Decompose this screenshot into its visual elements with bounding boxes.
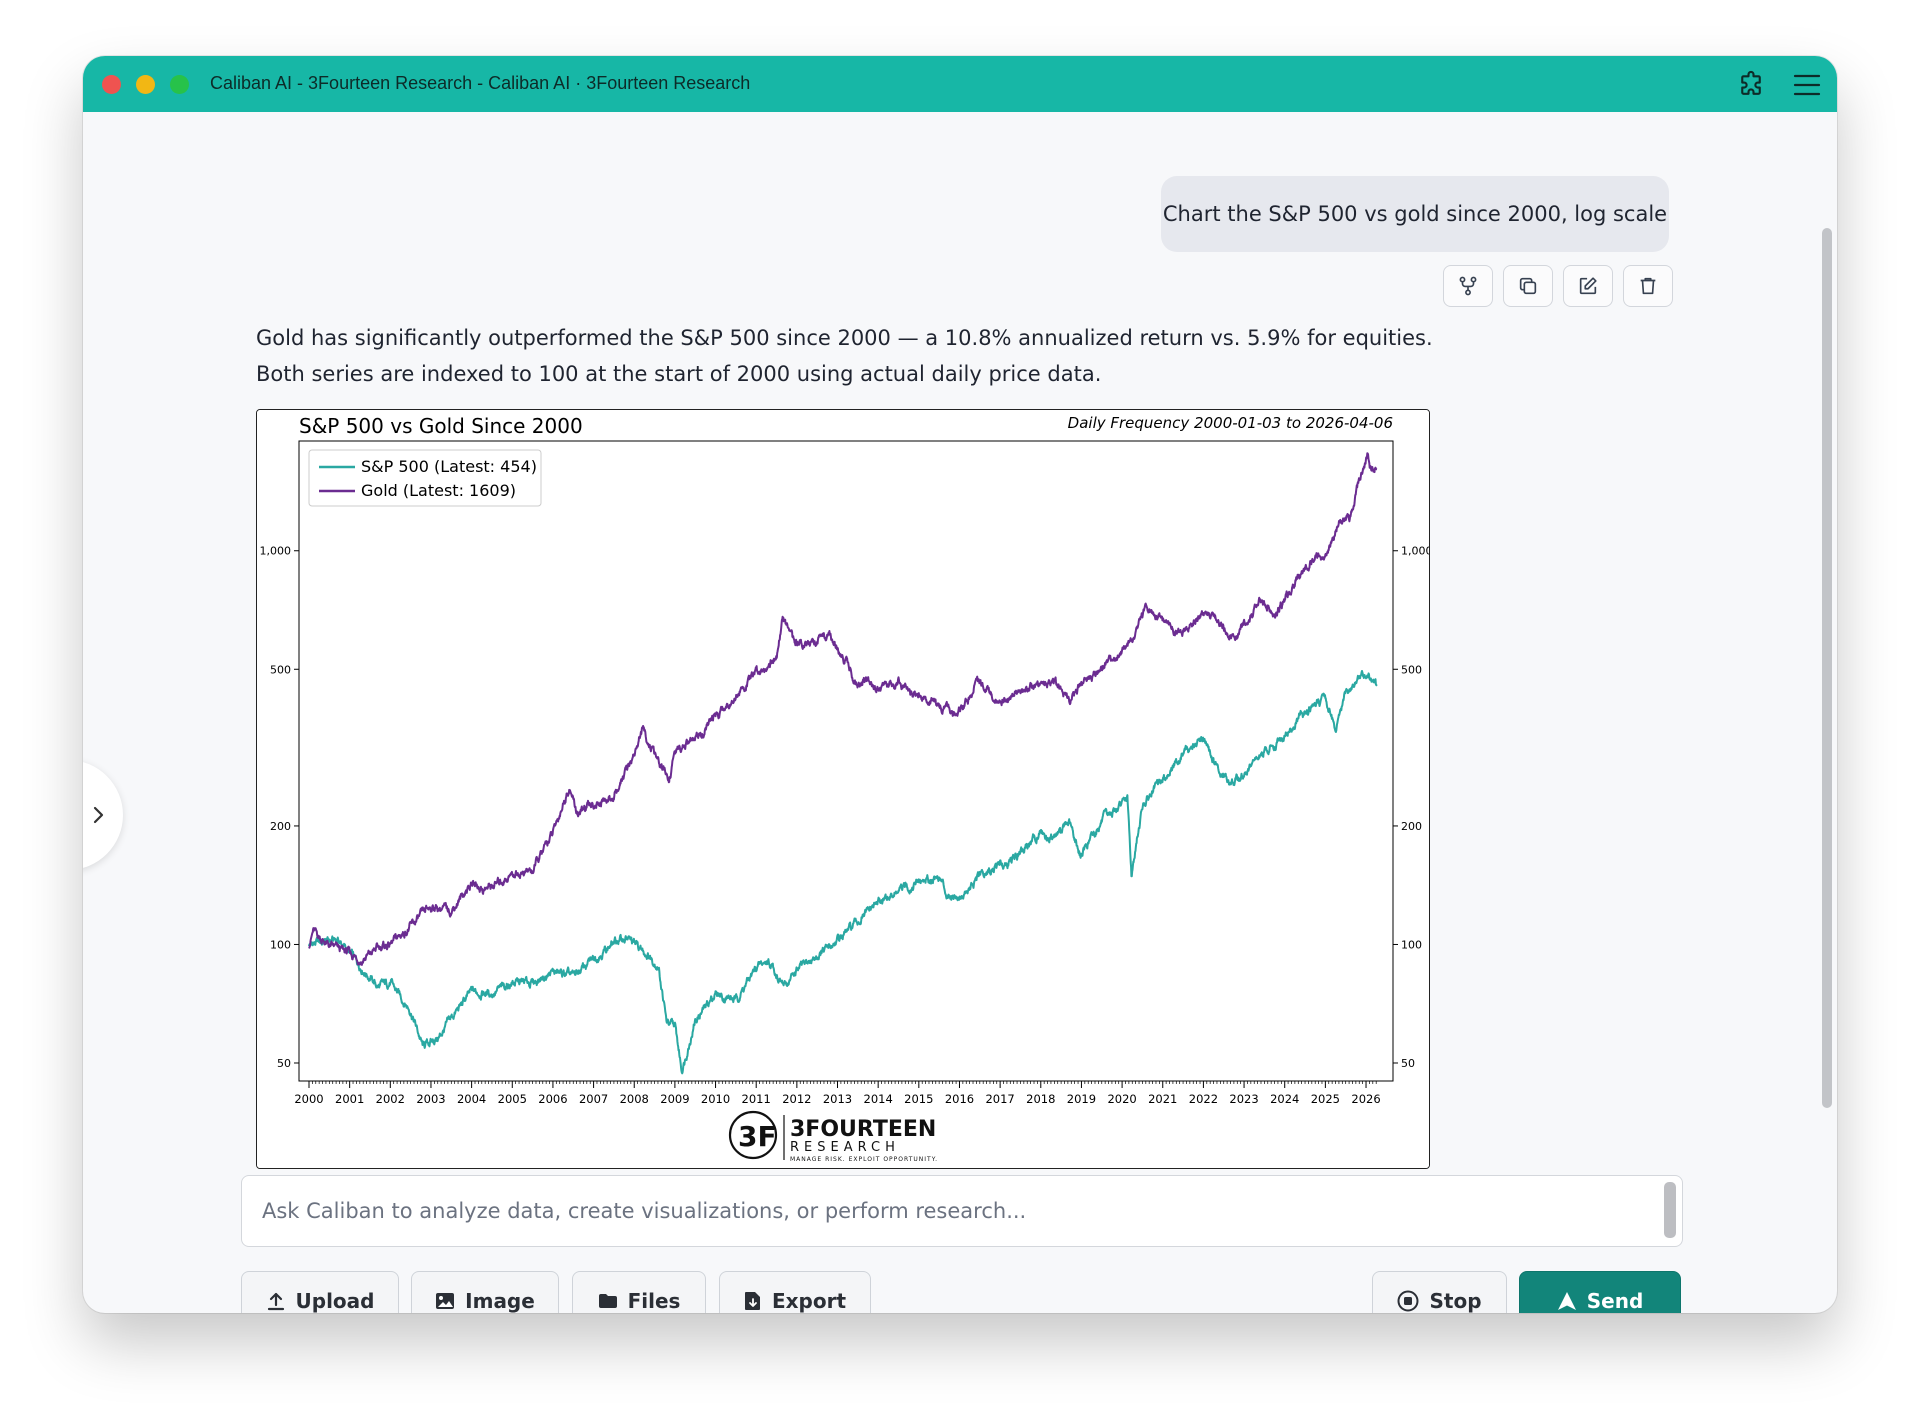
stop-button[interactable]: Stop [1372,1271,1507,1313]
upload-button[interactable]: Upload [241,1271,399,1313]
x-tick-label: 2005 [498,1092,527,1106]
plot-area [298,440,1394,1082]
series-line-sp500 [308,670,1378,1075]
x-tick-label: 2003 [416,1092,445,1106]
file-export-icon [744,1292,760,1310]
x-tick-label: 2010 [701,1092,730,1106]
x-tick-label: 2022 [1189,1092,1218,1106]
upload-icon [267,1292,284,1311]
delete-button[interactable] [1623,265,1673,307]
series-line-gold [308,452,1378,966]
x-tick-label: 2020 [1107,1092,1136,1106]
x-tick-label: 2018 [1026,1092,1055,1106]
y-tick-label-left: 200 [270,820,291,833]
maximize-window-button[interactable] [170,75,189,94]
app-window: Caliban AI - 3Fourteen Research - Caliba… [83,56,1837,1313]
export-button[interactable]: Export [719,1271,871,1313]
files-button[interactable]: Files [572,1271,706,1313]
send-label: Send [1586,1289,1644,1313]
edit-icon [1579,277,1597,295]
x-tick-label: 2011 [742,1092,771,1106]
folder-icon [598,1294,617,1308]
logo-tagline: MANAGE RISK. EXPLOIT OPPORTUNITY. [790,1156,938,1163]
x-tick-label: 2019 [1067,1092,1096,1106]
legend-gold: Gold (Latest: 1609) [361,481,516,500]
y-tick-label-right: 1,000 [1401,545,1429,558]
trash-icon [1640,277,1656,295]
y-tick-label-left: 50 [277,1057,291,1070]
logo-sub: RESEARCH [790,1140,900,1155]
edit-button[interactable] [1563,265,1613,307]
image-label: Image [465,1289,535,1313]
send-icon [1557,1292,1576,1310]
user-message: Chart the S&P 500 vs gold since 2000, lo… [1161,176,1669,252]
export-label: Export [771,1289,847,1313]
x-tick-label: 2004 [457,1092,486,1106]
x-tick-label: 2013 [823,1092,852,1106]
chart-svg: S&P 500 vs Gold Since 2000 Daily Frequen… [257,410,1429,1168]
upload-label: Upload [295,1289,375,1313]
chart-subtitle: Daily Frequency 2000-01-03 to 2026-04-06 [1068,414,1393,432]
assistant-message: Gold has significantly outperformed the … [256,326,1433,386]
logo-3fourteen: 3F 3FOURTEEN RESEARCH MANAGE RISK. EXPLO… [728,1110,938,1163]
x-tick-label: 2025 [1311,1092,1340,1106]
legend-sp500: S&P 500 (Latest: 454) [361,457,537,476]
chart-legend: S&P 500 (Latest: 454) Gold (Latest: 1609… [308,449,542,507]
send-button[interactable]: Send [1519,1271,1681,1313]
y-tick-label-right: 200 [1401,820,1422,833]
x-tick-label: 2008 [620,1092,649,1106]
chart-image: S&P 500 vs Gold Since 2000 Daily Frequen… [256,409,1430,1169]
copy-icon [1519,277,1537,295]
x-tick-label: 2023 [1229,1092,1258,1106]
y-tick-label-left: 1,000 [260,545,292,558]
input-scrollbar[interactable] [1664,1182,1676,1238]
x-tick-label: 2021 [1148,1092,1177,1106]
branch-button[interactable] [1443,265,1493,307]
chat-input-box [241,1175,1683,1247]
copy-button[interactable] [1503,265,1553,307]
stop-label: Stop [1429,1289,1482,1313]
x-tick-label: 2015 [904,1092,933,1106]
chat-input[interactable] [260,1176,1644,1246]
x-tick-label: 2006 [538,1092,567,1106]
files-label: Files [627,1289,681,1313]
extensions-icon[interactable] [1736,70,1766,100]
chat-scrollbar-thumb[interactable] [1822,228,1832,1108]
chevron-right-icon [93,806,104,824]
x-tick-label: 2012 [782,1092,811,1106]
x-tick-label: 2000 [294,1092,323,1106]
x-tick-label: 2014 [864,1092,893,1106]
menu-icon[interactable] [1792,70,1822,100]
branch-icon [1459,276,1477,296]
image-icon [436,1293,455,1309]
x-tick-label: 2026 [1351,1092,1380,1106]
x-tick-label: 2024 [1270,1092,1299,1106]
close-window-button[interactable] [102,75,121,94]
x-tick-label: 2009 [660,1092,689,1106]
svg-text:3F: 3F [738,1120,777,1153]
stop-icon [1397,1290,1419,1312]
x-tick-label: 2016 [945,1092,974,1106]
chat-scrollbar[interactable] [1820,168,1834,1108]
x-tick-label: 2002 [376,1092,405,1106]
y-tick-label-left: 100 [270,938,291,951]
y-tick-label-right: 500 [1401,663,1422,676]
message-actions [1443,265,1673,307]
title-bar: Caliban AI - 3Fourteen Research - Caliba… [83,56,1837,112]
x-tick-label: 2001 [335,1092,364,1106]
x-tick-label: 2007 [579,1092,608,1106]
minimize-window-button[interactable] [136,75,155,94]
chat-area: Chart the S&P 500 vs gold since 2000, lo… [83,112,1837,1313]
y-tick-label-right: 50 [1401,1057,1415,1070]
chart-title: S&P 500 vs Gold Since 2000 [299,414,583,438]
y-tick-label-left: 500 [270,663,291,676]
logo-name: 3FOURTEEN [790,1117,936,1142]
image-button[interactable]: Image [411,1271,559,1313]
window-title: Caliban AI - 3Fourteen Research - Caliba… [210,73,751,93]
y-tick-label-right: 100 [1401,938,1422,951]
x-tick-label: 2017 [985,1092,1014,1106]
sidebar-toggle[interactable] [83,760,123,870]
